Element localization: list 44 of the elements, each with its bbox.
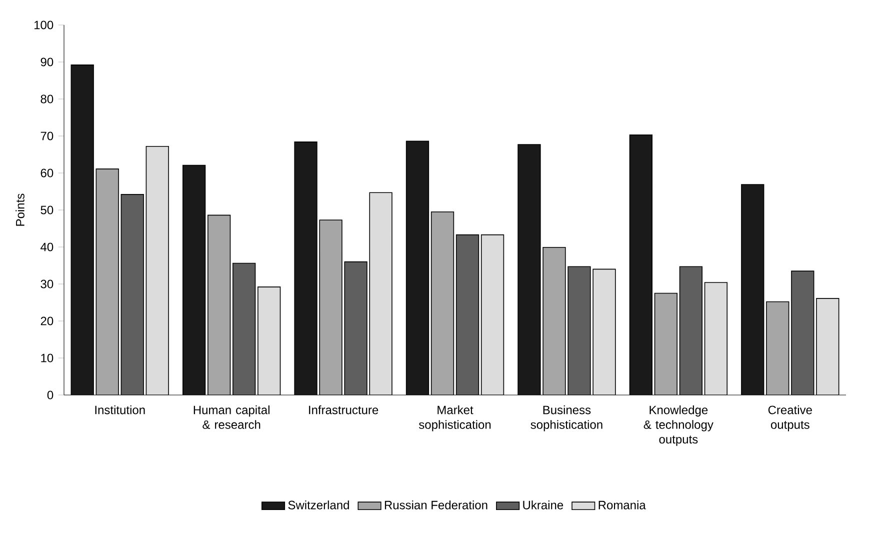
bar [480,234,504,395]
y-tick-label: 20 [40,316,54,326]
y-tick-label: 40 [40,242,54,252]
legend-label: Russian Federation [384,500,488,510]
bar [816,298,840,395]
bar [518,144,541,395]
bar [654,292,678,395]
bar [704,282,728,395]
x-tick-label: Creative outputs [768,405,812,432]
bar [70,64,94,395]
bar [629,134,652,395]
x-tick-label: Business sophistication [530,405,602,432]
bar [592,268,616,395]
legend-label: Switzerland [288,500,349,510]
legend-label: Romania [598,500,646,510]
bar [406,140,430,395]
bar [258,286,281,395]
bar [208,214,231,395]
y-tick-label: 60 [40,168,54,178]
y-tick-label: 80 [40,94,54,104]
x-tick-label: Human capital & research [194,405,270,429]
bar [369,192,392,395]
y-axis-title: Points [16,194,24,226]
bar [96,168,119,395]
y-tick-label: 70 [40,132,54,140]
bar [182,164,206,395]
x-tick-label: Institution [95,405,145,414]
y-tick-label: 0 [47,390,54,400]
x-tick-label: Knowledge & technology outputs [644,405,714,446]
legend-label: Ukraine [523,500,564,510]
bar [542,246,566,395]
bar [741,184,764,395]
x-tick-label: Market sophistication [418,405,491,432]
bar [766,301,790,395]
bar [146,146,169,395]
bar [430,211,454,395]
x-tick-label: Infrastructure [309,405,378,414]
y-tick-label: 90 [40,58,54,66]
y-tick-label: 30 [40,280,54,288]
y-tick-label: 50 [40,206,54,214]
bar [294,142,318,395]
y-tick-label: 100 [34,20,54,30]
y-tick-label: 10 [41,354,54,362]
bar [319,220,342,395]
